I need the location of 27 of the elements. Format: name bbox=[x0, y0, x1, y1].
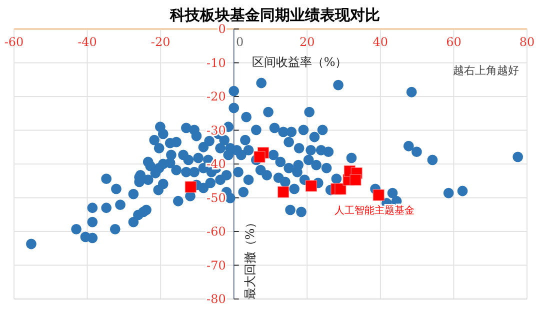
x-tick-label: 40 bbox=[372, 35, 388, 49]
annotation: 越右上角越好 bbox=[453, 64, 519, 77]
y-tick-label: -20 bbox=[206, 90, 226, 104]
x-tick-label: -20 bbox=[150, 35, 170, 49]
x-tick-label: 80 bbox=[519, 35, 535, 49]
y-tick-label: -50 bbox=[206, 190, 226, 205]
point bbox=[305, 180, 317, 192]
y-tick-label: -70 bbox=[206, 258, 226, 272]
x-axis-title: 区间收益率（%） bbox=[252, 55, 348, 69]
x-tick-label: 60 bbox=[446, 35, 462, 49]
y-tick-label: -10 bbox=[206, 56, 226, 70]
point bbox=[184, 181, 196, 193]
point bbox=[350, 174, 362, 186]
series-label: 人工智能主题基金 bbox=[334, 204, 414, 216]
point bbox=[254, 151, 266, 163]
y-axis-title: 最大回撤（%） bbox=[242, 216, 257, 300]
x-tick-label: 0 bbox=[236, 35, 244, 49]
x-tick-label: -40 bbox=[78, 35, 97, 49]
x-tick-label: 20 bbox=[300, 35, 315, 49]
y-tick-label: -80 bbox=[206, 292, 226, 306]
point bbox=[372, 189, 384, 201]
point bbox=[278, 186, 290, 198]
x-tick-label: -60 bbox=[4, 35, 24, 49]
y-tick-label: 0 bbox=[218, 22, 226, 36]
point bbox=[334, 183, 346, 195]
y-tick-label: -60 bbox=[206, 224, 226, 238]
chart-title: 科技板块基金同期业绩表现对比 bbox=[169, 6, 380, 24]
